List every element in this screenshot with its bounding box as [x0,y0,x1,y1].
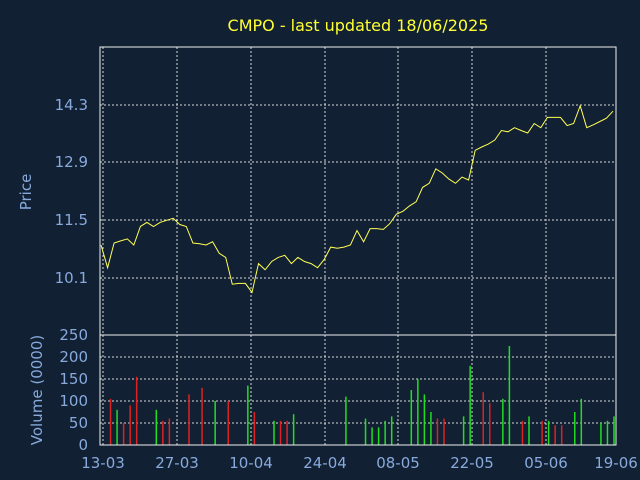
volume-bar-up [292,414,295,445]
volume-bar-down [279,420,282,445]
volume-bar-up [613,416,615,445]
volume-bar-down [560,425,563,445]
volume-bar-down [541,420,543,445]
price-tick-label: 11.5 [55,211,88,229]
volume-bar-down [436,418,439,445]
volume-bar-up [116,409,118,445]
volume-bar-up [247,385,249,445]
volume-bar-up [155,409,158,445]
volume-bar-down [554,425,556,445]
volume-axis-label: Volume (0000) [28,335,46,445]
volume-bar-down [162,420,164,445]
volume-tick-label: 0 [78,436,88,454]
volume-bar-up [508,346,511,445]
volume-bar-up [600,423,602,445]
volume-tick-label: 250 [59,326,88,344]
volume-bar-down [521,420,524,445]
volume-bar-down [253,412,256,445]
volume-tick-label: 150 [59,370,88,388]
volume-bar-up [364,418,367,445]
volume-bar-up [462,416,465,445]
volume-bar-down [188,394,190,445]
price-line [100,104,614,294]
volume-bar-down [122,423,125,445]
volume-plot-frame [99,334,617,446]
volume-bar-up [574,412,576,445]
x-tick-label: 13-03 [81,454,125,472]
x-tick-label: 10-04 [229,454,273,472]
x-tick-label: 05-06 [524,454,568,472]
x-tick-label: 27-03 [155,454,199,472]
volume-bar-up [606,420,609,445]
volume-bar-up [502,398,504,445]
x-tick-label: 19-06 [594,454,638,472]
price-tick-label: 12.9 [55,153,88,171]
chart-title: CMPO - last updated 18/06/2025 [228,16,489,35]
volume-bar-up [547,420,550,445]
volume-bar-down [286,420,288,445]
volume-bar-up [390,416,393,445]
grid-layer [100,47,617,445]
volume-bar-up [214,401,216,445]
volume-bar-down [168,418,171,445]
volume-bar-up [423,394,426,445]
volume-bar-up [384,420,386,445]
price-tick-label: 10.1 [55,269,88,287]
volume-bar-down [227,401,229,445]
volume-bar-up [377,427,380,445]
price-line-layer [100,104,614,294]
volume-bar-up [469,365,471,445]
price-tick-label: 14.3 [55,96,88,114]
volume-tick-label: 50 [69,414,88,432]
volume-bar-up [345,396,347,445]
volume-bar-up [417,379,419,445]
volume-bar-up [410,390,413,445]
volume-bar-down [482,392,484,445]
volume-bar-down [443,418,445,445]
price-axis-label: Price [17,174,35,211]
volume-bar-up [430,412,432,445]
volume-bar-up [371,427,373,445]
volume-bar-up [580,398,583,445]
x-tick-label: 08-05 [376,454,420,472]
volume-bar-down [109,398,112,445]
volume-bar-down [135,376,138,445]
volume-bars [109,346,615,445]
volume-bar-down [129,405,131,445]
labels-layer: CMPO - last updated 18/06/2025 Price Vol… [17,16,638,472]
volume-bar-down [489,403,491,445]
x-tick-label: 22-05 [450,454,494,472]
x-tick-label: 24-04 [303,454,347,472]
volume-bar-up [528,416,530,445]
volume-bar-up [273,420,275,445]
volume-bar-down [201,387,203,445]
volume-tick-label: 200 [59,348,88,366]
volume-tick-label: 100 [59,392,88,410]
plot-frames [99,46,617,446]
